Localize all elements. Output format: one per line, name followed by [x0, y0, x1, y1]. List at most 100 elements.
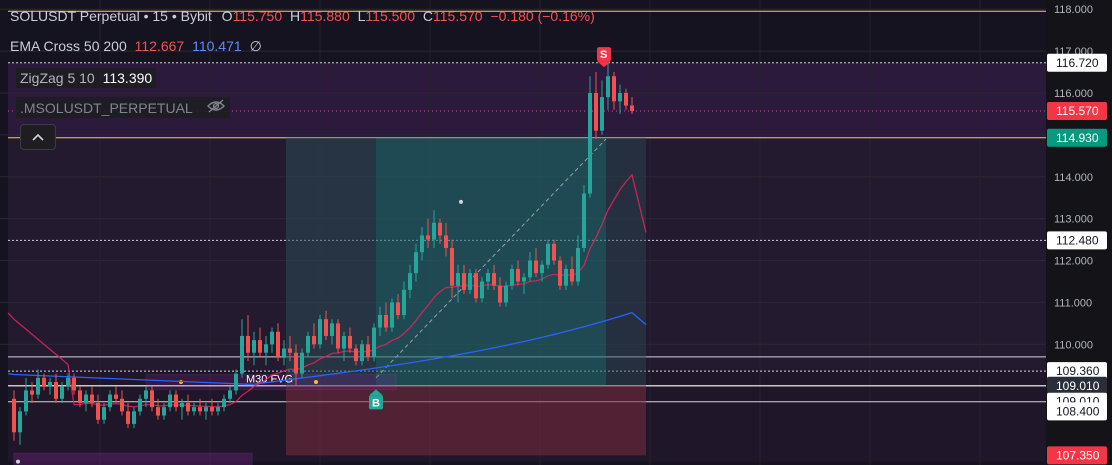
- candle-body: [90, 394, 94, 403]
- exchange: Bybit: [180, 8, 212, 24]
- candle-body: [54, 382, 58, 399]
- candle-body: [474, 273, 478, 299]
- ms-legend[interactable]: .MSOLUSDT_PERPETUAL: [16, 97, 231, 118]
- candle-body: [414, 252, 418, 274]
- price-label-text: 108.400: [1056, 404, 1100, 418]
- candle-body: [150, 390, 154, 408]
- price-label-box: [1047, 446, 1107, 465]
- candle-body: [438, 222, 442, 236]
- candle-body: [24, 390, 28, 412]
- candle-body: [408, 273, 412, 290]
- candle-body: [252, 340, 256, 353]
- candle-body: [588, 92, 592, 194]
- candle-body: [528, 260, 532, 278]
- change-value: −0.180 (−0.16%): [490, 8, 595, 24]
- candle-body: [246, 335, 250, 353]
- symbol-name[interactable]: SOLUSDT Perpetual: [10, 8, 140, 24]
- candle-body: [606, 76, 610, 98]
- zigzag-name: ZigZag 5 10: [20, 70, 95, 86]
- candle-body: [12, 398, 16, 433]
- candle-body: [396, 302, 400, 315]
- price-label-box: [1047, 362, 1107, 381]
- candle-body: [192, 407, 196, 412]
- candle-body: [624, 92, 628, 106]
- axis-tick-label: 111.000: [1054, 297, 1092, 309]
- ema50-line: [7, 173, 647, 408]
- fvg-box-low: [13, 452, 253, 465]
- ema200-line: [7, 311, 647, 385]
- interval: 15: [152, 8, 168, 24]
- candle-body: [426, 235, 430, 240]
- open-value: 115.750: [232, 8, 283, 24]
- candle-body: [60, 386, 64, 399]
- candle-body: [186, 402, 190, 412]
- candle-body: [558, 260, 562, 286]
- candle-body: [264, 344, 268, 353]
- ema-legend[interactable]: EMA Cross 50 200 112.667 110.471 ∅: [10, 38, 262, 55]
- candle-body: [222, 398, 226, 408]
- ms-name: .MSOLUSDT_PERPETUAL: [20, 100, 193, 116]
- candle-body: [312, 335, 316, 345]
- candle-body: [282, 348, 286, 357]
- candle-body: [108, 394, 112, 408]
- candle-body: [168, 394, 172, 408]
- price-label-text: 114.930: [1056, 131, 1099, 145]
- zigzag-dot: [16, 459, 20, 464]
- buy-marker: [369, 395, 383, 410]
- candle-body: [390, 302, 394, 328]
- close-label: C: [422, 8, 434, 24]
- candle-body: [594, 92, 598, 131]
- position-target-right: [606, 137, 646, 386]
- chevron-up-icon[interactable]: [20, 124, 56, 150]
- price-label-text: 107.350: [1056, 448, 1100, 462]
- price-label-text: 109.010: [1056, 379, 1100, 393]
- zigzag-legend[interactable]: ZigZag 5 10 113.390: [16, 68, 157, 88]
- open-label: O: [221, 8, 233, 24]
- symbol-legend: SOLUSDT Perpetual • 15 • Bybit O115.750 …: [10, 8, 595, 24]
- low-value: 115.500: [365, 8, 415, 24]
- price-label-box: [1047, 101, 1107, 120]
- candle-body: [498, 285, 502, 303]
- candle-body: [204, 407, 208, 412]
- candle-body: [342, 335, 346, 349]
- candle-body: [612, 76, 616, 102]
- candle-body: [120, 398, 124, 412]
- candle-body: [318, 319, 322, 345]
- high-value: 115.880: [300, 8, 350, 24]
- axis-tick-label: 112.000: [1054, 256, 1093, 268]
- candle-body: [228, 390, 232, 399]
- candle-body: [444, 235, 448, 248]
- candle-body: [42, 377, 46, 387]
- candle-body: [258, 340, 262, 353]
- position-stop-zone: [286, 385, 646, 456]
- candle-body: [330, 323, 334, 336]
- sell-marker-arrow: [597, 61, 611, 68]
- candle-body: [30, 390, 34, 395]
- candle-body: [552, 243, 556, 261]
- signal-markers: BS: [369, 47, 611, 410]
- sell-marker-label: S: [600, 49, 607, 61]
- price-axis-labels: 116.720 115.570 114.930 112.480 109.360109.0…: [1047, 53, 1107, 465]
- candle-body: [492, 273, 496, 286]
- candle-body: [420, 235, 424, 253]
- eye-off-icon[interactable]: [206, 99, 226, 116]
- candle-body: [96, 402, 100, 420]
- candle-body: [126, 411, 130, 424]
- candle-body: [78, 390, 82, 403]
- candle-body: [72, 377, 76, 391]
- candle-body: [480, 281, 484, 299]
- candle-body: [144, 390, 148, 399]
- candle-body: [210, 407, 214, 412]
- axis-tick-label: 118.000: [1054, 4, 1093, 16]
- sell-marker: [597, 47, 611, 62]
- candle-body: [486, 273, 490, 282]
- price-label-text: 116.720: [1056, 56, 1099, 70]
- candle-body: [174, 394, 178, 408]
- axis-tick-label: 116.000: [1054, 88, 1093, 100]
- candle-body: [66, 377, 70, 387]
- candle-body: [402, 289, 406, 315]
- candle-body: [48, 382, 52, 387]
- candle-body: [198, 407, 202, 412]
- price-label-text: 112.480: [1056, 233, 1099, 247]
